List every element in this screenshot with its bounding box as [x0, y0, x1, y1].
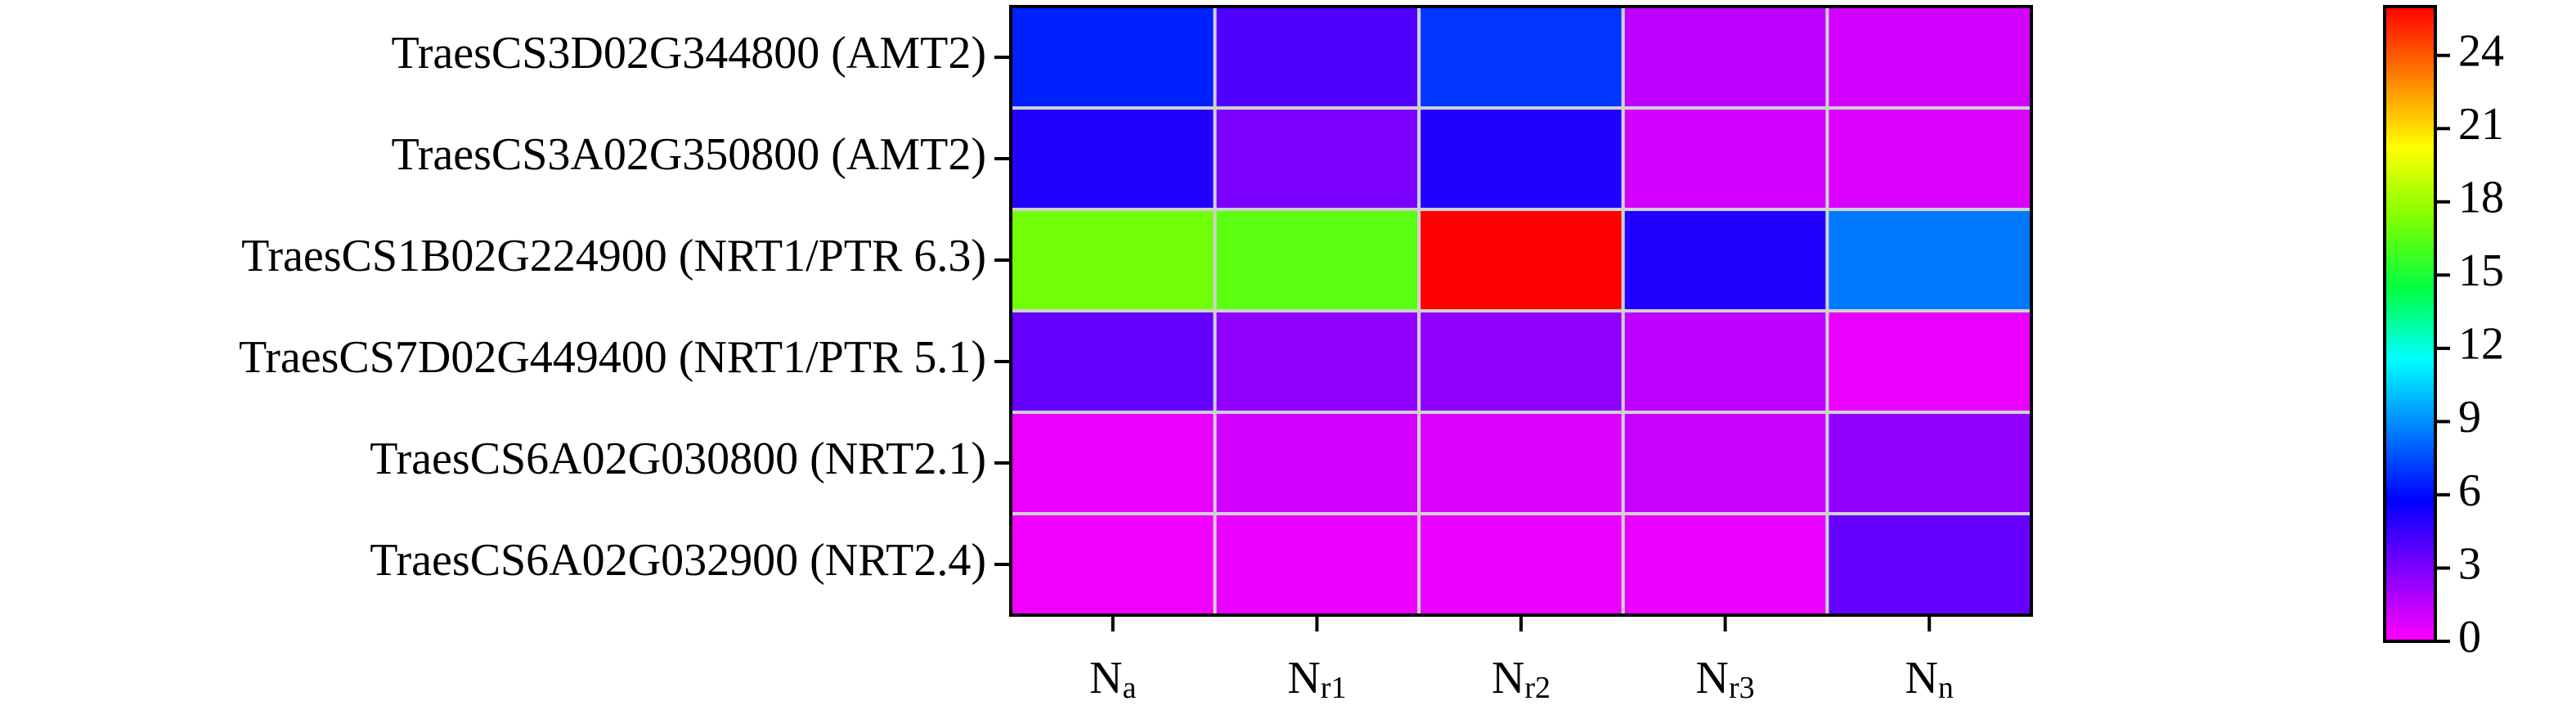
heat-cell	[1009, 309, 1217, 414]
heat-cell	[1621, 5, 1829, 110]
heat-cell	[1621, 106, 1829, 211]
heat-cell	[1417, 5, 1625, 110]
col-label: Nn	[1905, 653, 1953, 705]
heat-cell	[1825, 208, 2033, 312]
heat-cell	[1621, 208, 1829, 312]
heat-cell	[1009, 106, 1217, 211]
heat-cell	[1417, 309, 1625, 414]
heat-cell	[1825, 512, 2033, 617]
col-label: Na	[1089, 653, 1136, 705]
colorbar-tick-label: 12	[2458, 319, 2504, 370]
colorbar-tick-label: 18	[2458, 173, 2504, 223]
colorbar-tick-label: 0	[2458, 612, 2481, 663]
heat-cell	[1009, 512, 1217, 617]
heat-cell	[1417, 512, 1625, 617]
row-label: TraesCS6A02G030800 (NRT2.1)	[370, 434, 986, 484]
colorbar-tick-label: 24	[2458, 26, 2504, 77]
row-label: TraesCS3A02G350800 (AMT2)	[391, 129, 986, 180]
heat-cell	[1621, 411, 1829, 515]
heat-cell	[1213, 106, 1421, 211]
heat-cell	[1417, 208, 1625, 312]
heat-cell	[1213, 411, 1421, 515]
heat-cell	[1825, 309, 2033, 414]
row-label: TraesCS3D02G344800 (AMT2)	[391, 28, 986, 79]
colorbar	[2383, 5, 2437, 643]
heat-cell	[1213, 512, 1421, 617]
heat-cell	[1825, 5, 2033, 110]
heat-cell	[1213, 5, 1421, 110]
colorbar-tick-label: 6	[2458, 465, 2481, 516]
colorbar-tick-label: 9	[2458, 392, 2481, 443]
colorbar-tick-label: 15	[2458, 245, 2504, 296]
col-label: Nr2	[1492, 653, 1551, 705]
heat-cell	[1009, 411, 1217, 515]
col-label: Nr3	[1696, 653, 1755, 705]
row-label: TraesCS7D02G449400 (NRT1/PTR 5.1)	[239, 332, 986, 383]
heat-cell	[1417, 106, 1625, 211]
heat-cell	[1009, 208, 1217, 312]
colorbar-tick-label: 21	[2458, 99, 2504, 150]
heat-cell	[1825, 411, 2033, 515]
heat-cell	[1621, 512, 1829, 617]
heat-cell	[1621, 309, 1829, 414]
heat-cell	[1009, 5, 1217, 110]
heat-cell	[1825, 106, 2033, 211]
heat-cell	[1213, 208, 1421, 312]
row-label: TraesCS6A02G032900 (NRT2.4)	[370, 535, 986, 586]
heat-cell	[1417, 411, 1625, 515]
colorbar-tick-label: 3	[2458, 538, 2481, 589]
row-label: TraesCS1B02G224900 (NRT1/PTR 6.3)	[241, 231, 986, 281]
heat-cell	[1213, 309, 1421, 414]
col-label: Nr1	[1287, 653, 1346, 705]
